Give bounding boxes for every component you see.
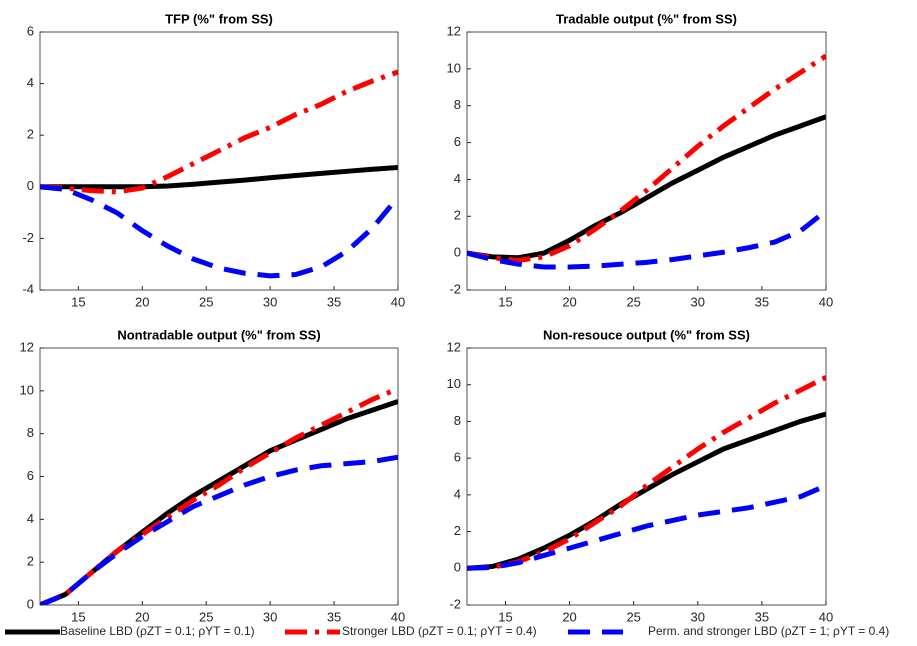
series-line [40, 184, 398, 279]
series-line [467, 411, 826, 571]
y-tick-label: 6 [454, 450, 461, 465]
legend-label: Stronger LBD (ρZT = 0.1; ρYT = 0.4) [342, 624, 537, 638]
y-tick-label: 10 [447, 60, 461, 75]
series-line [40, 164, 398, 190]
x-tick-label: 30 [263, 609, 277, 624]
plot-frame [466, 347, 827, 606]
plot-frame [466, 31, 827, 291]
y-tick-label: 2 [27, 127, 34, 142]
x-tick-label: 20 [135, 609, 149, 624]
chart-title: Nontradable output (%" from SS) [117, 327, 320, 342]
x-tick-label: 35 [755, 294, 769, 309]
series-line [467, 375, 826, 571]
y-tick-label: 2 [454, 208, 461, 223]
y-tick-label: 2 [27, 554, 34, 569]
plot-frame [39, 31, 399, 291]
x-tick-label: 40 [819, 294, 833, 309]
x-tick-label: 30 [263, 294, 277, 309]
series-line [40, 69, 398, 195]
x-tick-label: 20 [135, 294, 149, 309]
x-tick-label: 40 [391, 294, 405, 309]
y-tick-label: 4 [27, 511, 34, 526]
y-tick-label: 6 [454, 134, 461, 149]
y-tick-label: 4 [454, 171, 461, 186]
x-tick-label: 35 [327, 294, 341, 309]
y-tick-label: 0 [454, 560, 461, 575]
y-tick-label: -2 [449, 281, 461, 296]
y-tick-label: 12 [447, 23, 461, 38]
x-tick-label: 15 [71, 294, 85, 309]
y-tick-label: 12 [447, 339, 461, 354]
y-tick-label: 2 [454, 523, 461, 538]
y-tick-label: 10 [20, 382, 34, 397]
y-tick-label: 8 [27, 425, 34, 440]
x-tick-label: 15 [71, 609, 85, 624]
legend-label: Perm. and stronger LBD (ρZT = 1; ρYT = 0… [648, 624, 889, 638]
y-tick-label: 0 [27, 596, 34, 611]
y-tick-label: 4 [454, 486, 461, 501]
y-tick-label: 6 [27, 468, 34, 483]
y-tick-label: 8 [454, 97, 461, 112]
chart-title: TFP (%" from SS) [165, 11, 273, 26]
x-tick-label: 35 [755, 609, 769, 624]
legend-label: Baseline LBD (ρZT = 0.1; ρYT = 0.1) [60, 624, 255, 638]
series-line [467, 208, 826, 270]
x-tick-label: 15 [498, 609, 512, 624]
chart-title: Non-resouce output (%" from SS) [543, 327, 750, 342]
y-tick-label: -4 [22, 281, 34, 296]
y-tick-label: 4 [27, 75, 34, 90]
y-tick-label: -2 [449, 596, 461, 611]
chart-title: Tradable output (%" from SS) [556, 11, 737, 26]
series-line [40, 454, 398, 605]
x-tick-label: 30 [691, 609, 705, 624]
y-tick-label: -2 [22, 230, 34, 245]
x-tick-label: 25 [199, 609, 213, 624]
y-tick-label: 6 [27, 23, 34, 38]
series-line [467, 114, 826, 261]
y-tick-label: 12 [20, 339, 34, 354]
series-line [40, 399, 398, 605]
y-tick-label: 10 [447, 376, 461, 391]
series-line [467, 53, 826, 264]
x-tick-label: 20 [562, 609, 576, 624]
x-tick-label: 40 [819, 609, 833, 624]
x-tick-label: 40 [391, 609, 405, 624]
x-tick-label: 35 [327, 609, 341, 624]
series-line [467, 483, 826, 571]
x-tick-label: 15 [498, 294, 512, 309]
x-tick-label: 25 [199, 294, 213, 309]
x-tick-label: 25 [626, 294, 640, 309]
x-tick-label: 20 [562, 294, 576, 309]
x-tick-label: 30 [691, 294, 705, 309]
y-tick-label: 0 [454, 245, 461, 260]
plot-frame [39, 347, 399, 606]
x-tick-label: 25 [626, 609, 640, 624]
y-tick-label: 8 [454, 413, 461, 428]
y-tick-label: 0 [27, 178, 34, 193]
